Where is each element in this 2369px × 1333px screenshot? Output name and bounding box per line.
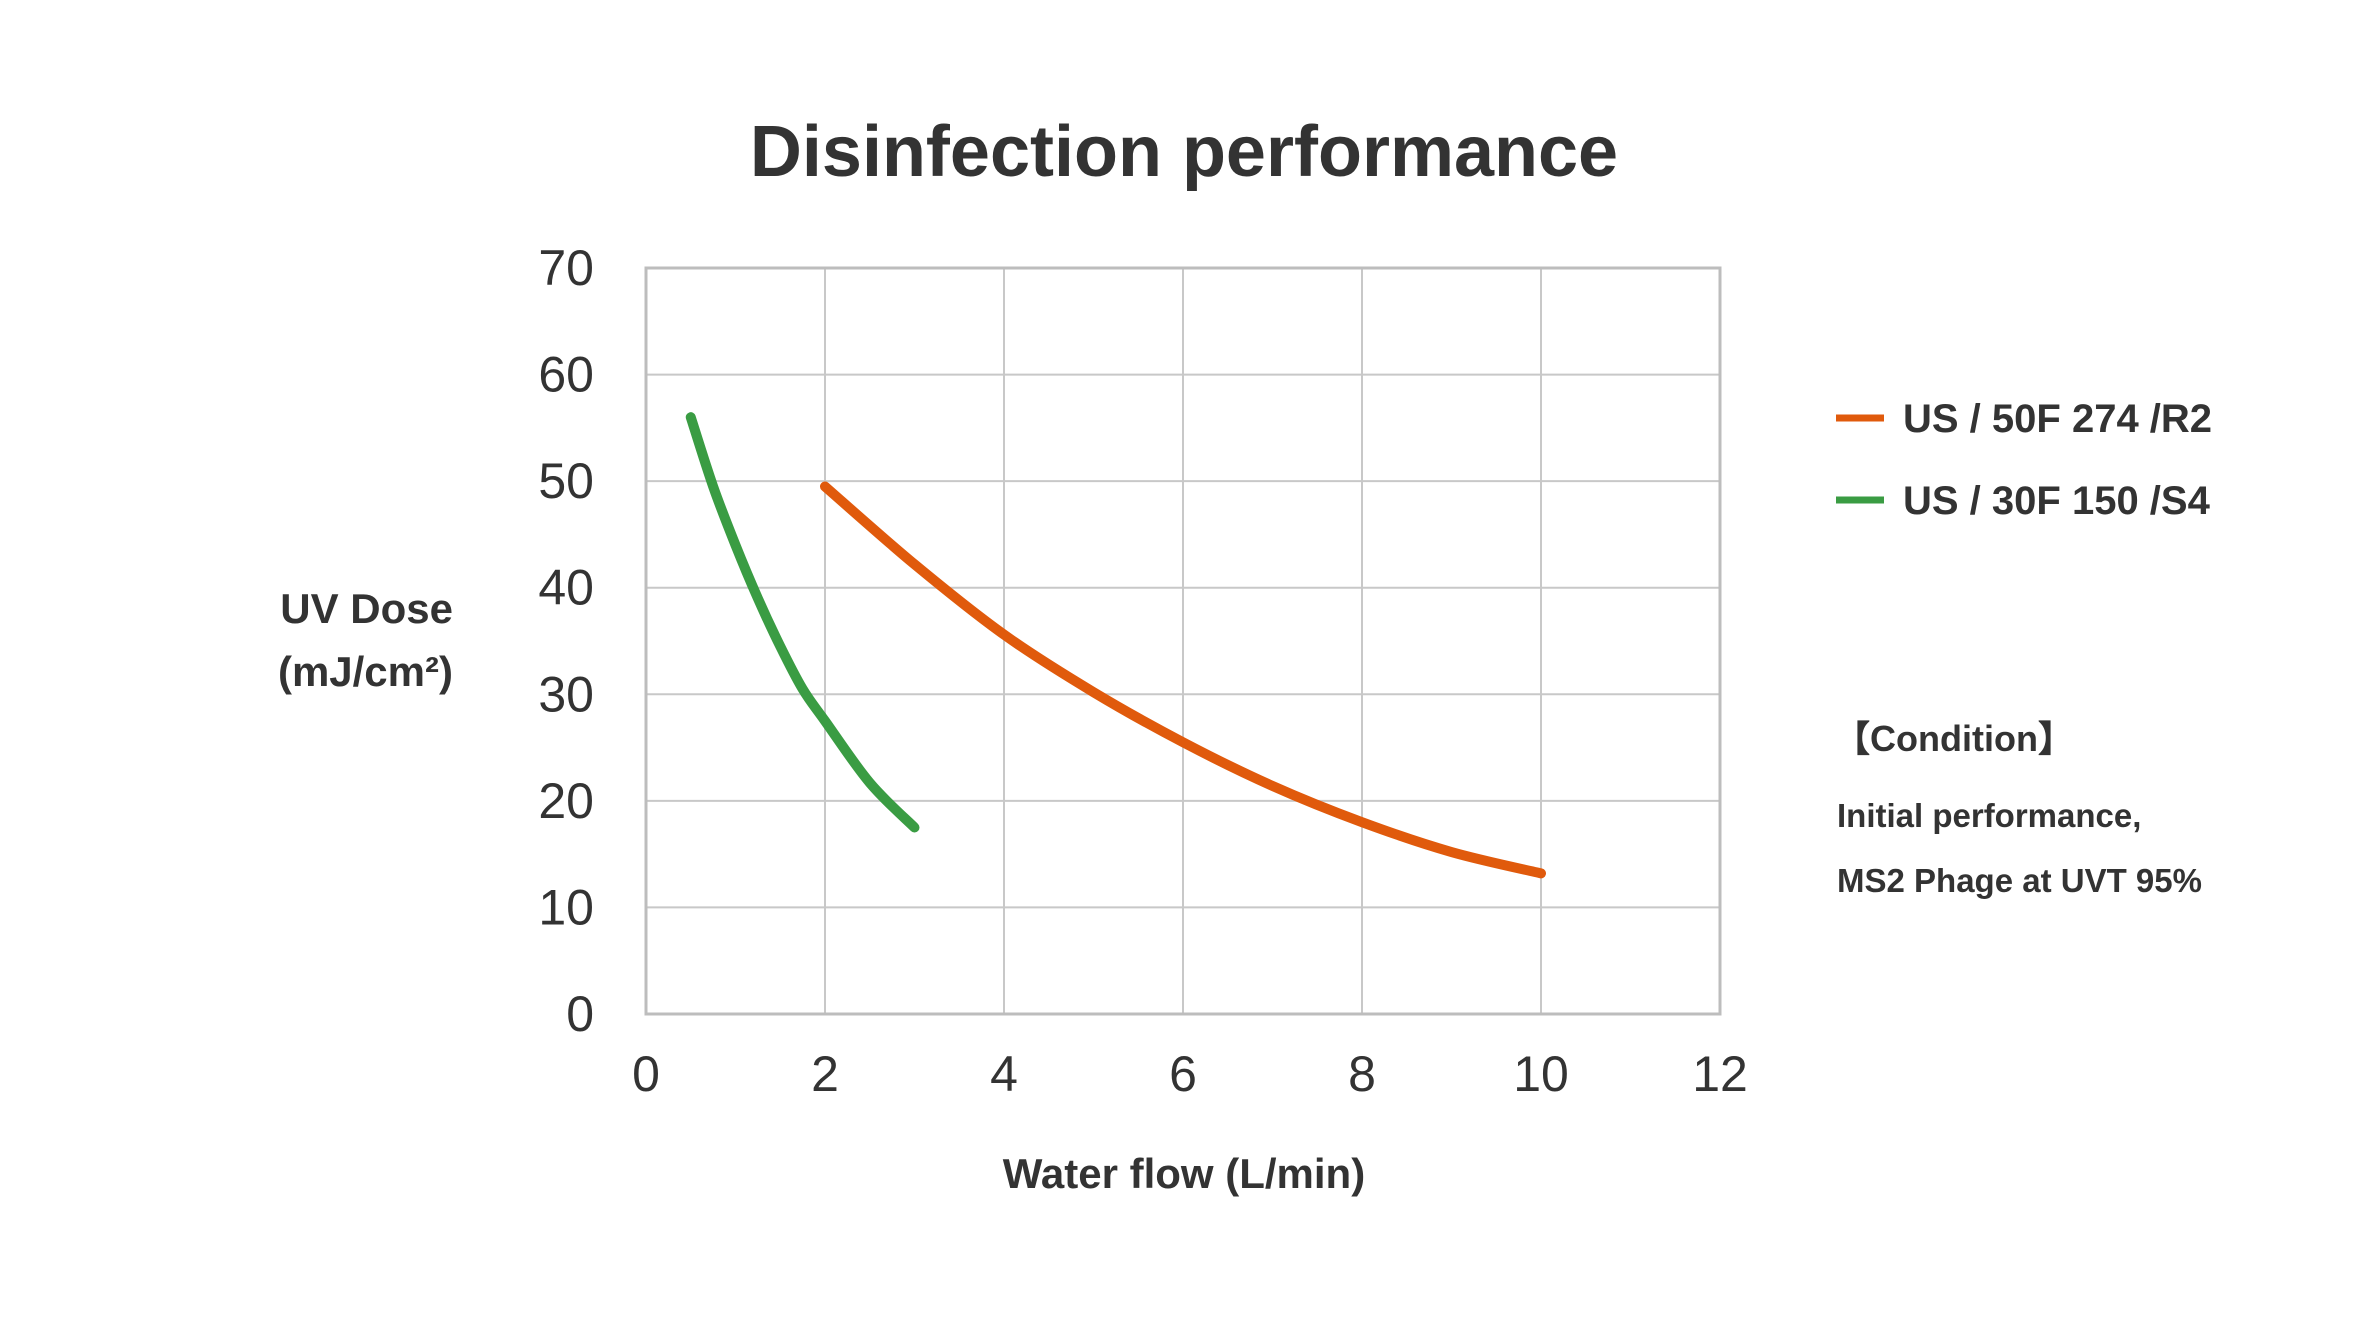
plot-area-frame <box>644 266 1722 1016</box>
y-tick-label: 10 <box>538 879 594 935</box>
series-line-1 <box>820 481 1546 879</box>
x-tick-label: 2 <box>811 1046 839 1102</box>
y-axis-label-line2: (mJ/cm²) <box>278 648 453 695</box>
legend-label-1: US / 50F 274 /R2 <box>1903 397 2212 441</box>
y-tick-label: 60 <box>538 347 594 403</box>
condition-line-1: Initial performance, <box>1837 797 2141 834</box>
y-tick-label: 30 <box>538 666 594 722</box>
y-axis-ticks: 0 10 20 30 40 50 60 70 <box>538 240 594 1042</box>
grid <box>645 267 1721 1015</box>
condition-line-2: MS2 Phage at UVT 95% <box>1837 862 2202 899</box>
x-tick-label: 10 <box>1513 1046 1569 1102</box>
x-tick-label: 12 <box>1692 1046 1748 1102</box>
y-tick-label: 50 <box>538 453 594 509</box>
series-line-2 <box>685 412 920 833</box>
y-tick-label: 70 <box>538 240 594 296</box>
x-tick-label: 4 <box>990 1046 1018 1102</box>
y-axis-label-line1: UV Dose <box>280 585 453 632</box>
x-tick-label: 0 <box>632 1046 660 1102</box>
condition-title: 【Condition】 <box>1834 718 2074 759</box>
x-axis-label: Water flow (L/min) <box>1003 1150 1365 1197</box>
x-tick-label: 8 <box>1348 1046 1376 1102</box>
x-tick-label: 6 <box>1169 1046 1197 1102</box>
legend: US / 50F 274 /R2 US / 30F 150 /S4 <box>1836 397 2212 523</box>
y-tick-label: 40 <box>538 560 594 616</box>
series-lines <box>685 412 1546 879</box>
x-axis-ticks: 0 2 4 6 8 10 12 <box>632 1046 1748 1102</box>
y-tick-label: 20 <box>538 773 594 829</box>
chart-title: Disinfection performance <box>750 112 1618 192</box>
y-tick-label: 0 <box>566 986 594 1042</box>
legend-label-2: US / 30F 150 /S4 <box>1903 479 2211 523</box>
